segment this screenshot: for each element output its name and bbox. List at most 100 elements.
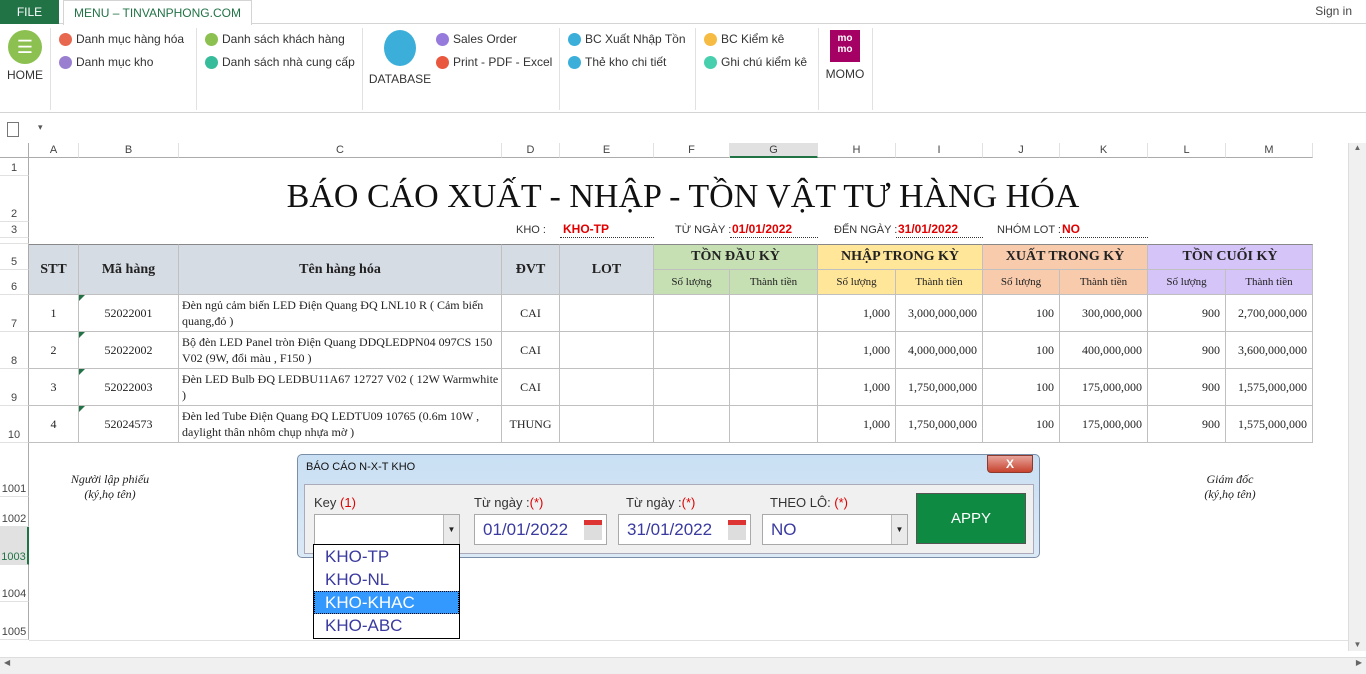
row-header-1002[interactable]: 1002 — [0, 497, 29, 527]
calendar-icon[interactable] — [584, 520, 602, 540]
scroll-left-icon[interactable]: ◀ — [4, 658, 11, 667]
table-cell[interactable]: 1,575,000,000 — [1226, 406, 1313, 443]
dropdown-option[interactable]: KHO-NL — [325, 570, 390, 589]
table-cell[interactable]: 1,000 — [818, 332, 896, 369]
table-cell[interactable]: 100 — [983, 369, 1060, 406]
table-cell[interactable]: CAI — [502, 332, 560, 369]
table-cell[interactable] — [730, 295, 818, 332]
row-header-3[interactable]: 3 — [0, 222, 29, 238]
table-cell[interactable]: 1,000 — [818, 406, 896, 443]
row-header-1005[interactable]: 1005 — [0, 602, 29, 640]
table-cell[interactable]: 100 — [983, 406, 1060, 443]
table-cell[interactable]: 1,750,000,000 — [896, 406, 983, 443]
to-date-input[interactable]: 31/01/2022 — [618, 514, 751, 545]
table-cell[interactable]: 175,000,000 — [1060, 369, 1148, 406]
table-cell[interactable]: 52024573 — [79, 406, 179, 443]
table-cell[interactable] — [560, 332, 654, 369]
customize-toolbar-icon[interactable]: ▾ — [38, 122, 43, 132]
table-cell[interactable] — [560, 369, 654, 406]
ribbon-item-danh-sach-khach-hang[interactable]: Danh sách khách hàng — [205, 32, 345, 46]
select-all-corner[interactable] — [0, 143, 29, 158]
column-header-k[interactable]: K — [1060, 143, 1148, 158]
column-header-d[interactable]: D — [502, 143, 560, 158]
table-cell[interactable]: 1,000 — [818, 369, 896, 406]
column-header-e[interactable]: E — [560, 143, 654, 158]
dropdown-option[interactable]: KHO-ABC — [325, 616, 403, 635]
new-document-icon[interactable] — [7, 122, 19, 137]
table-cell[interactable]: 3,600,000,000 — [1226, 332, 1313, 369]
scroll-down-icon[interactable]: ▼ — [1353, 640, 1362, 649]
table-cell[interactable]: Đèn ngủ cảm biến LED Điện Quang ĐQ LNL10… — [179, 295, 502, 332]
ribbon-item-danh-muc-hang-hoa[interactable]: Danh mục hàng hóa — [59, 32, 184, 46]
dropdown-option[interactable]: KHO-TP — [325, 547, 390, 566]
column-header-h[interactable]: H — [818, 143, 896, 158]
table-cell[interactable]: 300,000,000 — [1060, 295, 1148, 332]
table-cell[interactable]: 2,700,000,000 — [1226, 295, 1313, 332]
table-cell[interactable]: 52022002 — [79, 332, 179, 369]
table-cell[interactable]: 1,750,000,000 — [896, 369, 983, 406]
column-header-b[interactable]: B — [79, 143, 179, 158]
table-cell[interactable]: 175,000,000 — [1060, 406, 1148, 443]
horizontal-scrollbar[interactable]: ◀ ▶ — [0, 657, 1366, 674]
sign-in-link[interactable]: Sign in — [1315, 4, 1352, 18]
table-cell[interactable]: Bộ đèn LED Panel tròn Điện Quang DDQLEDP… — [179, 332, 502, 369]
table-cell[interactable]: 52022001 — [79, 295, 179, 332]
table-cell[interactable] — [730, 369, 818, 406]
table-cell[interactable]: Đèn LED Bulb ĐQ LEDBU11A67 12727 V02 ( 1… — [179, 369, 502, 406]
row-header-10[interactable]: 10 — [0, 406, 29, 443]
row-header-2[interactable]: 2 — [0, 176, 29, 222]
table-cell[interactable] — [654, 369, 730, 406]
row-header-1003[interactable]: 1003 — [0, 527, 29, 565]
table-cell[interactable] — [654, 295, 730, 332]
scroll-right-icon[interactable]: ▶ — [1355, 658, 1362, 667]
vertical-scrollbar[interactable]: ▲ ▼ — [1348, 143, 1366, 651]
table-cell[interactable]: 1 — [29, 295, 79, 332]
table-cell[interactable]: 400,000,000 — [1060, 332, 1148, 369]
table-cell[interactable]: Đèn led Tube Điện Quang ĐQ LEDTU09 10765… — [179, 406, 502, 443]
table-cell[interactable] — [654, 332, 730, 369]
database-button[interactable]: DATABASE — [368, 30, 432, 86]
row-header-7[interactable]: 7 — [0, 295, 29, 332]
table-cell[interactable] — [560, 295, 654, 332]
table-cell[interactable]: THUNG — [502, 406, 560, 443]
from-date-input[interactable]: 01/01/2022 — [474, 514, 607, 545]
column-header-g[interactable]: G — [730, 143, 818, 158]
file-tab[interactable]: FILE — [0, 0, 59, 24]
ribbon-item-danh-sach-nha-cung-cap[interactable]: Danh sách nhà cung cấp — [205, 55, 355, 69]
table-cell[interactable]: 3,000,000,000 — [896, 295, 983, 332]
table-cell[interactable] — [730, 332, 818, 369]
table-cell[interactable] — [730, 406, 818, 443]
column-header-m[interactable]: M — [1226, 143, 1313, 158]
dropdown-option-selected[interactable]: KHO-KHAC — [314, 591, 459, 614]
row-header-5[interactable]: 5 — [0, 244, 29, 270]
row-header-6[interactable]: 6 — [0, 270, 29, 295]
column-header-l[interactable]: L — [1148, 143, 1226, 158]
table-cell[interactable] — [560, 406, 654, 443]
table-cell[interactable]: CAI — [502, 369, 560, 406]
home-button[interactable]: ☰ HOME — [4, 30, 46, 82]
row-header-9[interactable]: 9 — [0, 369, 29, 406]
table-cell[interactable]: 900 — [1148, 369, 1226, 406]
dropdown-arrow-icon[interactable]: ▼ — [443, 515, 459, 544]
column-header-j[interactable]: J — [983, 143, 1060, 158]
row-header-1004[interactable]: 1004 — [0, 565, 29, 602]
column-header-a[interactable]: A — [29, 143, 79, 158]
ribbon-item-ghi-chu-kiem-ke[interactable]: Ghi chú kiểm kê — [704, 55, 807, 69]
table-cell[interactable]: 2 — [29, 332, 79, 369]
row-header-1[interactable]: 1 — [0, 158, 29, 176]
ribbon-item-bc-xuat-nhap-ton[interactable]: BC Xuất Nhập Tồn — [568, 32, 686, 46]
table-cell[interactable]: 52022003 — [79, 369, 179, 406]
table-cell[interactable]: 3 — [29, 369, 79, 406]
momo-button[interactable]: mo mo MOMO — [822, 30, 868, 81]
column-header-c[interactable]: C — [179, 143, 502, 158]
table-cell[interactable]: 1,000 — [818, 295, 896, 332]
calendar-icon[interactable] — [728, 520, 746, 540]
scroll-up-icon[interactable]: ▲ — [1353, 143, 1362, 152]
lot-combobox[interactable]: NO ▼ — [762, 514, 908, 545]
row-header-8[interactable]: 8 — [0, 332, 29, 369]
table-cell[interactable]: 100 — [983, 332, 1060, 369]
ribbon-item-danh-muc-kho[interactable]: Danh mục kho — [59, 55, 153, 69]
column-header-i[interactable]: I — [896, 143, 983, 158]
table-cell[interactable]: 4 — [29, 406, 79, 443]
table-cell[interactable]: 900 — [1148, 406, 1226, 443]
